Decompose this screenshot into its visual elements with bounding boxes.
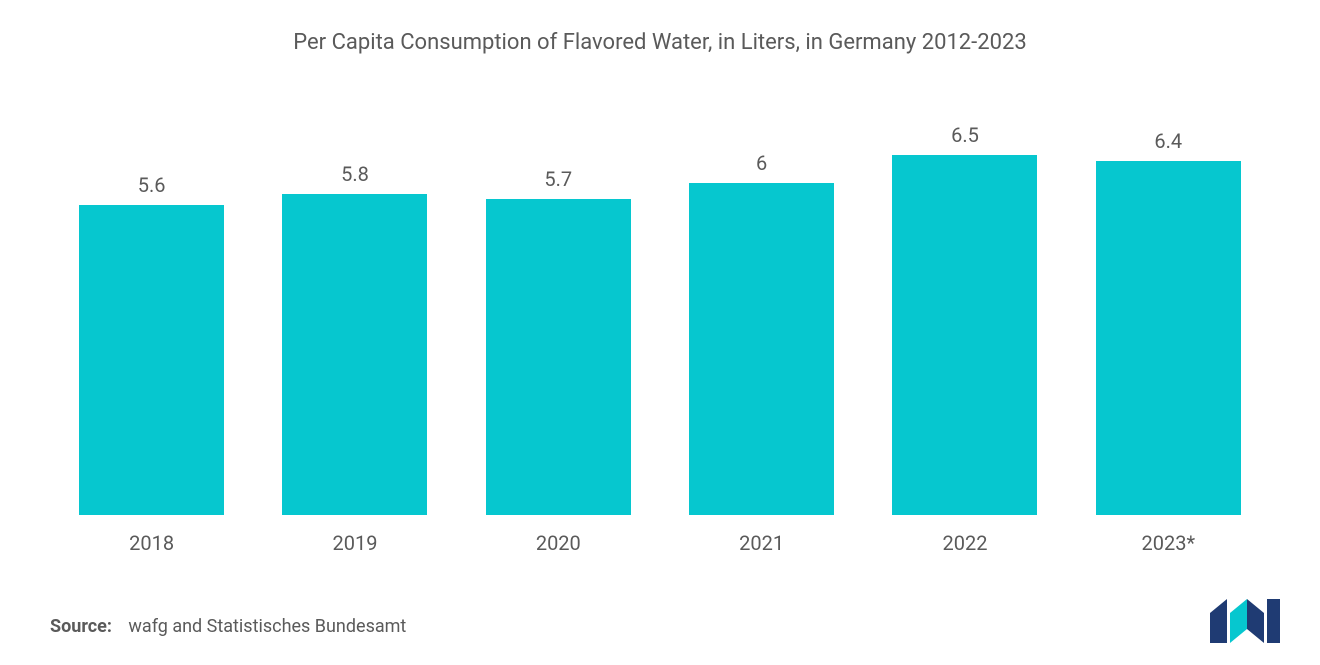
bar-value-label: 5.8: [341, 162, 369, 186]
bar: [689, 183, 834, 515]
x-axis-label: 2022: [882, 531, 1047, 555]
bar-value-label: 5.7: [544, 167, 572, 191]
bar-group: 6: [679, 151, 844, 515]
source-text: wafg and Statistisches Bundesamt: [128, 616, 406, 637]
bar: [1096, 161, 1241, 515]
chart-title: Per Capita Consumption of Flavored Water…: [50, 30, 1270, 55]
bar-value-label: 6.4: [1154, 129, 1182, 153]
bar: [282, 194, 427, 515]
bar-group: 6.4: [1086, 129, 1251, 515]
brand-logo-icon: [1210, 599, 1280, 647]
x-axis-label: 2018: [69, 531, 234, 555]
bar: [79, 205, 224, 515]
bar-group: 5.8: [272, 162, 437, 515]
x-axis-label: 2019: [272, 531, 437, 555]
bar: [892, 155, 1037, 515]
x-axis: 2018 2019 2020 2021 2022 2023*: [50, 531, 1270, 555]
bar: [486, 199, 631, 515]
x-axis-label: 2023*: [1086, 531, 1251, 555]
bar-value-label: 6.5: [951, 123, 979, 147]
source-label: Source:: [50, 616, 112, 637]
source-citation: Source: wafg and Statistisches Bundesamt: [50, 616, 406, 637]
bar-value-label: 5.6: [138, 173, 166, 197]
x-axis-label: 2020: [476, 531, 641, 555]
chart-container: Per Capita Consumption of Flavored Water…: [0, 0, 1320, 665]
x-axis-label: 2021: [679, 531, 844, 555]
bar-group: 5.6: [69, 173, 234, 515]
bar-group: 5.7: [476, 167, 641, 515]
plot-area: 5.6 5.8 5.7 6 6.5 6.4: [50, 105, 1270, 515]
bar-value-label: 6: [756, 151, 767, 175]
bar-group: 6.5: [882, 123, 1047, 515]
